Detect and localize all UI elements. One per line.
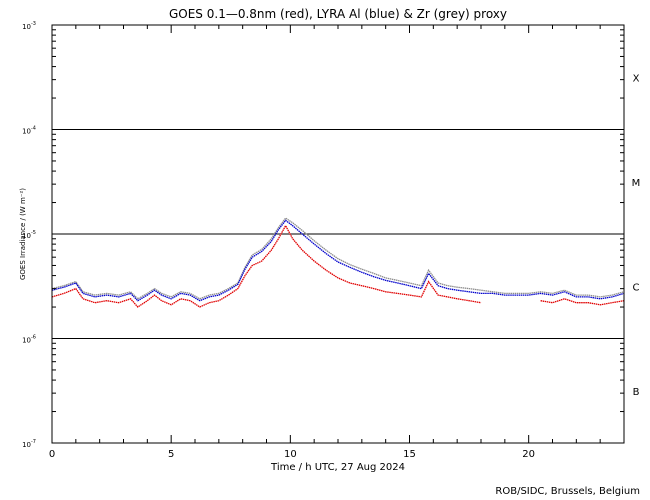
series-line [51, 224, 625, 308]
chart-title: GOES 0.1—0.8nm (red), LYRA Al (blue) & Z… [169, 7, 507, 21]
y-tick-label: 10-3 [22, 21, 36, 31]
flare-class-label: M [632, 178, 641, 189]
flare-class-label: B [633, 387, 640, 398]
y-tick-label: 10-7 [22, 439, 36, 449]
flare-class-lines [52, 129, 624, 339]
flare-class-labels: B C M X [632, 73, 641, 398]
y-axis: 10-7 10-6 10-5 10-4 10-3 [22, 21, 624, 449]
x-tick-label: 0 [49, 449, 55, 460]
data-series [51, 217, 625, 308]
flare-class-label: X [633, 73, 640, 84]
y-tick-label: 10-4 [22, 126, 36, 136]
x-tick-label: 5 [168, 449, 174, 460]
x-tick-label: 10 [284, 449, 297, 460]
x-tick-label: 15 [403, 449, 416, 460]
credit-text: ROB/SIDC, Brussels, Belgium [495, 486, 640, 497]
x-tick-label: 20 [522, 449, 535, 460]
y-tick-label: 10-5 [22, 230, 36, 240]
x-axis-label: Time / h UTC, 27 Aug 2024 [270, 462, 405, 473]
series-line [51, 219, 625, 302]
series-line [51, 217, 625, 300]
flare-class-label: C [633, 282, 640, 293]
x-axis: 0 5 10 15 20 [49, 25, 601, 460]
y-tick-label: 10-6 [22, 335, 36, 345]
y-axis-label: GOES Irradiance / (W m⁻²) [19, 188, 27, 280]
